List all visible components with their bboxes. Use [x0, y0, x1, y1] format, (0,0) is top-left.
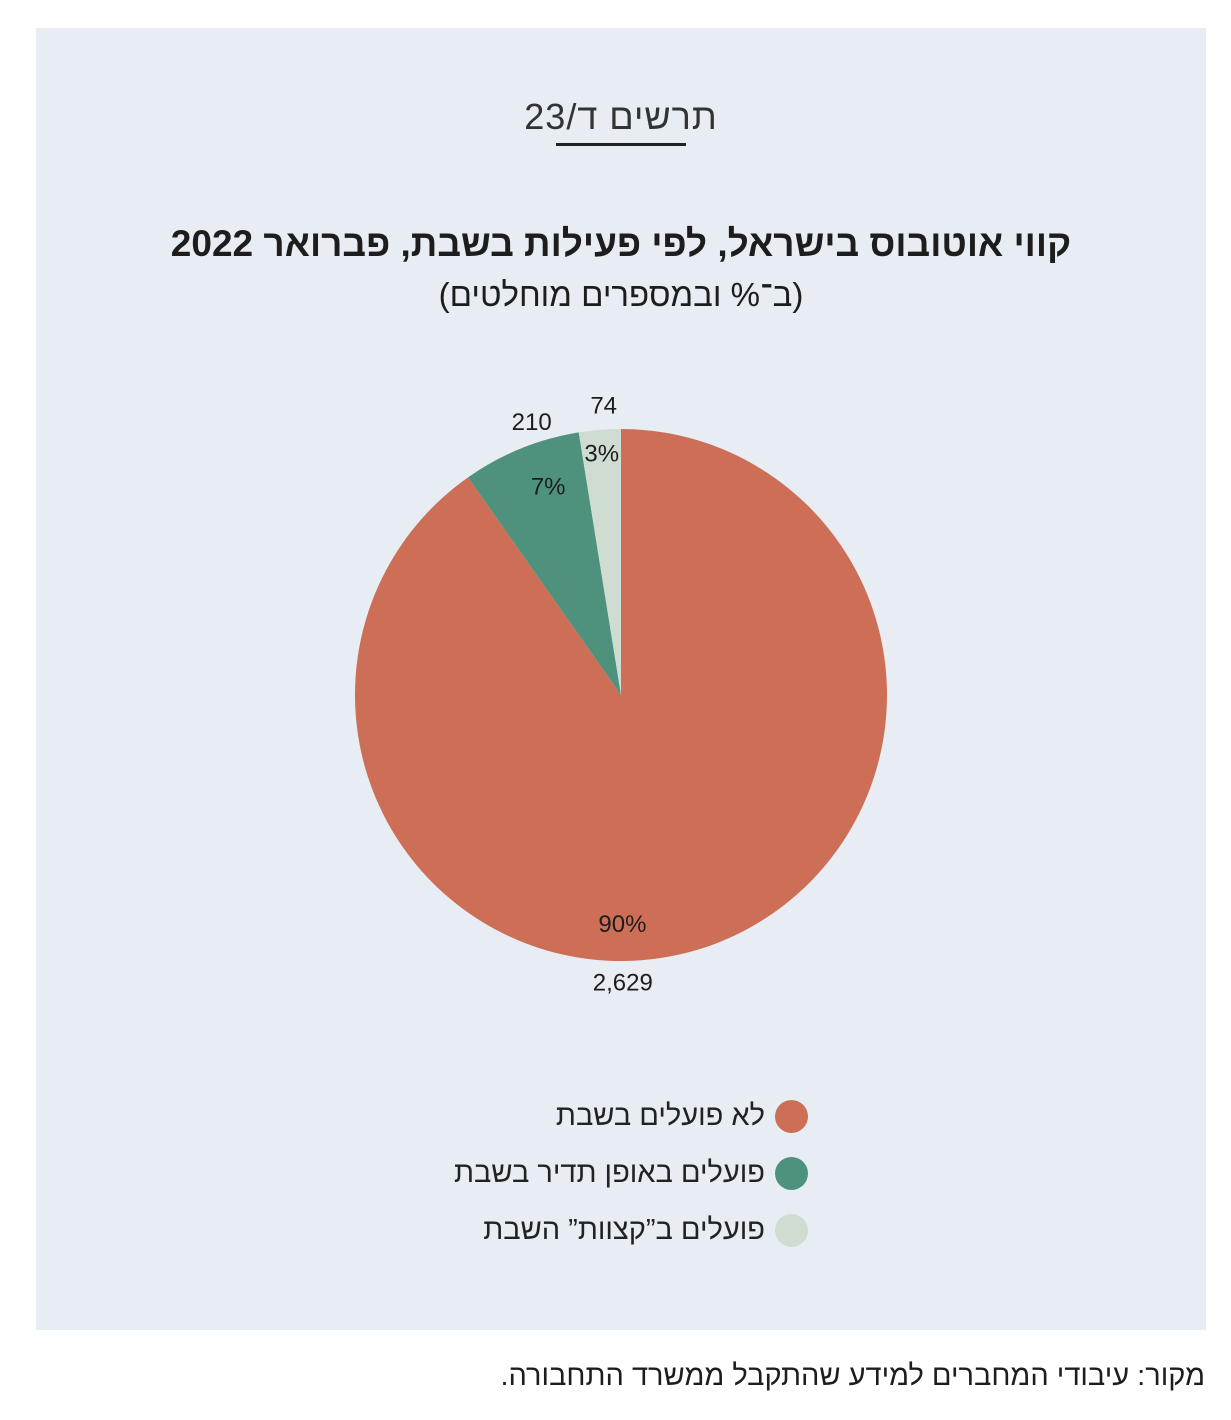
legend-swatch-edges	[775, 1214, 808, 1247]
chart-legend: לא פועלים בשבת פועלים באופן תדיר בשבת פו…	[36, 1088, 808, 1259]
pie-percent-label-regular: 7%	[531, 474, 566, 501]
pie-slice-edges	[578, 429, 621, 695]
legend-swatch-not-operating	[775, 1100, 808, 1133]
legend-item-regular: פועלים באופן תדיר בשבת	[36, 1145, 808, 1202]
pie-percent-label-not-operating: 90%	[598, 911, 646, 938]
source-note: מקור: עיבודי המחברים למידע שהתקבל ממשרד …	[500, 1360, 1205, 1392]
pie-value-label-not-operating: 2,629	[593, 969, 653, 996]
legend-item-edges: פועלים ב”קצוות” השבת	[36, 1202, 808, 1259]
figure-label-rule	[556, 143, 686, 146]
chart-subtitle: (ב־% ובמספרים מוחלטים)	[438, 276, 804, 313]
legend-label-edges: פועלים ב”קצוות” השבת	[483, 1214, 765, 1246]
legend-swatch-regular	[775, 1157, 808, 1190]
legend-label-regular: פועלים באופן תדיר בשבת	[453, 1157, 765, 1189]
chart-title: קווי אוטובוס בישראל, לפי פעילות בשבת, פב…	[170, 223, 1072, 264]
pie-value-label-edges: 74	[590, 393, 617, 420]
pie-percent-label-edges: 3%	[584, 441, 619, 468]
pie-chart: 90% 2,629 7% 210 3% 74	[354, 393, 888, 996]
legend-label-not-operating: לא פועלים בשבת	[555, 1100, 765, 1132]
chart-panel: תרשים ד/23 קווי אוטובוס בישראל, לפי פעיל…	[36, 28, 1206, 1330]
legend-item-not-operating: לא פועלים בשבת	[36, 1088, 808, 1145]
figure-label: תרשים ד/23	[524, 96, 718, 137]
pie-slice-regular	[468, 432, 621, 695]
pie-value-label-regular: 210	[512, 409, 552, 436]
